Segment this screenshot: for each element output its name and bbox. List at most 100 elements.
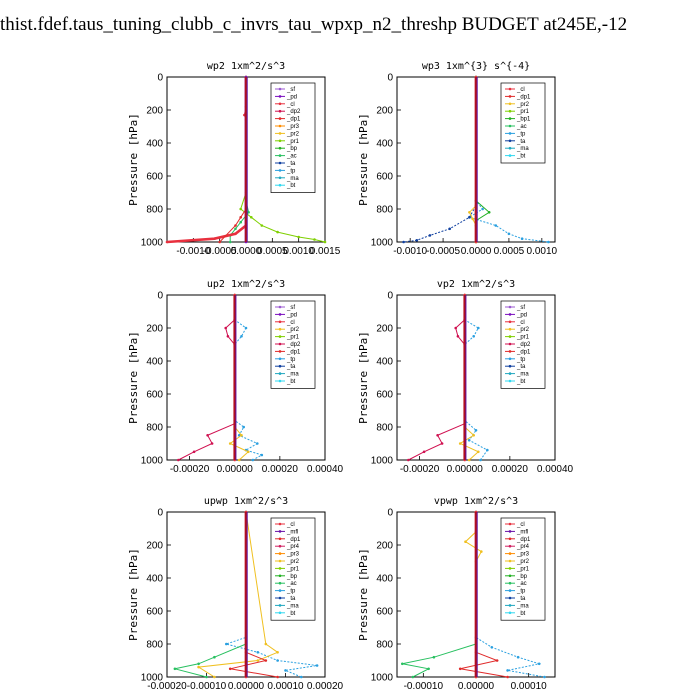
legend-marker [278, 537, 282, 541]
legend-label: _cl [516, 522, 525, 528]
legend-marker [508, 95, 512, 98]
legend-box [270, 517, 316, 621]
series-point [472, 434, 475, 437]
legend-marker [508, 139, 512, 143]
x-tick-label: 0.00000 [228, 681, 265, 692]
series_pr2 [464, 510, 483, 679]
legend-label: _dp1 [516, 349, 531, 355]
series-point [264, 642, 268, 646]
legend-marker [278, 379, 282, 383]
series_dp2 [407, 293, 466, 462]
series-line [166, 77, 248, 244]
legend-marker [278, 552, 282, 555]
legend-marker [278, 313, 282, 316]
legend-marker [508, 357, 512, 361]
y-tick-label: 600 [376, 172, 393, 183]
chart-title: vp2 1xm^2/s^3 [437, 279, 515, 290]
legend-marker [508, 320, 512, 324]
y-tick-label: 800 [376, 205, 393, 216]
series-point [260, 453, 264, 457]
y-tick-label: 400 [146, 357, 163, 368]
series-line [460, 512, 508, 678]
series-point [226, 335, 230, 338]
legend-marker [508, 327, 512, 331]
legend-label: _dp1 [286, 537, 301, 543]
legend-label: _ma [516, 146, 529, 152]
series-point [495, 659, 499, 662]
legend-label: _ta [286, 161, 296, 167]
legend-label: _ac [286, 581, 297, 587]
legend-label: _dp1 [286, 349, 301, 355]
legend-marker [278, 544, 282, 548]
legend-marker [278, 581, 282, 585]
legend-label: _pr2 [516, 559, 530, 565]
legend-label: _mfl [286, 529, 298, 535]
series-point [237, 458, 241, 462]
x-tick-label: 0.0005 [494, 246, 525, 257]
series-line [464, 512, 482, 677]
legend-label: _cl [286, 522, 295, 528]
y-tick-label: 800 [146, 423, 163, 434]
x-tick-label: 0.00040 [537, 464, 574, 475]
legend-marker [278, 604, 282, 607]
legend-marker [508, 102, 512, 106]
chart-upwp: upwp 1xm^2/s^3 0 200 400 600 800 1000 Pressure … [127, 496, 344, 692]
chart-vp2: vp2 1xm^2/s^3 0 200 400 600 800 1000 Pressure [… [357, 279, 574, 475]
series-point [480, 550, 483, 553]
series-point [264, 659, 268, 662]
chart-vpwp: vpwp 1xm^2/s^3 0 200 400 600 800 1000 Pressure … [357, 496, 556, 692]
x-tick-label: 0.00000 [217, 464, 254, 475]
legend-label: _sf [516, 305, 525, 311]
x-tick-label: -0.00020 [147, 681, 187, 692]
y-axis-label: Pressure [hPa] [127, 548, 140, 641]
chart-title: up2 1xm^2/s^3 [207, 279, 285, 290]
series-point [407, 458, 410, 462]
series-point [494, 224, 498, 227]
series_tp [233, 293, 264, 462]
series-point [313, 238, 316, 241]
legend-label: _ta [286, 596, 296, 602]
legend-marker [508, 313, 512, 316]
y-axis-label: Pressure [hPa] [127, 331, 140, 424]
x-tick-label: 0.00020 [307, 681, 344, 692]
legend-marker [508, 364, 512, 368]
y-tick-label: 1000 [141, 456, 164, 467]
legend-label: _tp [286, 357, 296, 363]
legend-marker [278, 589, 282, 592]
series-point [474, 429, 478, 432]
series-point [507, 232, 511, 236]
x-tick-label: -0.0010 [176, 246, 210, 257]
legend-label: _ma [286, 176, 299, 182]
legend-marker [278, 335, 282, 338]
x-tick-label: 0.00040 [307, 464, 344, 475]
legend-label: _pr2 [286, 327, 300, 333]
series-point [242, 425, 245, 429]
series-point [240, 434, 243, 437]
series-point [506, 675, 509, 679]
series-point [228, 667, 232, 671]
y-tick-label: 400 [376, 574, 393, 585]
x-tick-label: 0.0005 [257, 246, 288, 257]
legend-label: _ma [286, 603, 299, 609]
legend-marker [278, 364, 282, 368]
legend-label: _ta [286, 364, 296, 370]
legend-marker [278, 95, 282, 98]
legend-marker [508, 87, 512, 91]
x-tick-label: 0.00020 [492, 464, 529, 475]
x-tick-label: 0.0010 [527, 246, 558, 257]
legend-marker [508, 611, 512, 615]
legend-label: _dp2 [286, 109, 301, 115]
series_pr2 [458, 293, 480, 462]
series-point [234, 232, 237, 236]
series-point [432, 655, 436, 659]
y-tick-label: 0 [157, 508, 163, 519]
page-title: thist.fdef.taus_tuning_clubb_c_invrs_tau… [0, 14, 628, 35]
series_ta [402, 75, 478, 244]
series-point [300, 675, 303, 679]
legend-marker [278, 357, 282, 361]
series-point [422, 450, 426, 454]
y-tick-label: 1000 [141, 238, 164, 249]
y-tick-label: 200 [376, 106, 393, 117]
series-point [427, 667, 430, 671]
series-point [468, 211, 471, 214]
